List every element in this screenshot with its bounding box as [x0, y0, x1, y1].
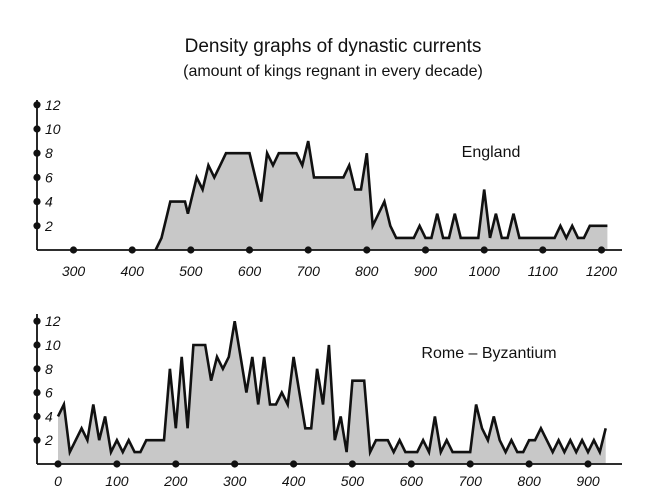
rome-y-tick-dot — [33, 412, 41, 420]
rome-x-tick-label: 100 — [105, 473, 129, 489]
rome-y-tick-dot — [33, 365, 41, 373]
england-x-tick-dot — [597, 246, 606, 254]
rome-x-tick-dot — [290, 460, 298, 468]
england-series-label: England — [462, 144, 521, 161]
england-x-tick-dot — [363, 246, 371, 254]
rome-series-line — [56, 320, 607, 457]
rome-y-tick-label: 12 — [45, 313, 61, 329]
rome-x-tick-label: 200 — [163, 473, 188, 489]
rome-x-tick-label: 500 — [341, 473, 365, 489]
england-y-tick-dot — [33, 149, 41, 157]
rome-y-tick-dot — [33, 389, 41, 397]
rome-x-tick-label: 800 — [517, 473, 541, 489]
england-x-tick-label: 1100 — [528, 263, 558, 279]
england-x-tick-label: 800 — [355, 263, 379, 279]
rome-byzantium-panel: 2 4 6 8 10 12 0 100 200 300 400 500 600 700 800 900 Rome… — [33, 313, 622, 489]
england-x-tick-label: 300 — [62, 263, 86, 279]
rome-y-tick-label: 2 — [44, 432, 53, 448]
england-y-tick-dot — [33, 101, 41, 109]
rome-series-label: Rome – Byzantium — [421, 345, 556, 362]
england-series-line — [154, 140, 608, 251]
england-y-tick-label: 8 — [45, 145, 53, 161]
rome-x-tick-dot — [348, 460, 356, 468]
england-y-tick-label: 12 — [45, 97, 61, 113]
rome-x-tick-dot — [172, 460, 180, 468]
rome-y-tick-label: 4 — [45, 408, 53, 424]
rome-y-tick-dot — [33, 436, 41, 444]
figure-subtitle: (amount of kings regnant in every decade… — [183, 63, 483, 80]
england-x-tick-dot — [69, 246, 78, 254]
figure-title: Density graphs of dynastic currents — [185, 36, 482, 57]
england-x-tick-dot — [304, 246, 312, 254]
england-y-tick-dot — [33, 173, 41, 181]
england-x-tick-label: 1200 — [586, 263, 617, 279]
england-x-tick-label: 1000 — [469, 263, 500, 279]
rome-x-tick-label: 0 — [54, 473, 62, 489]
england-y-tick-dot — [33, 198, 41, 206]
england-x-tick-dot — [480, 246, 488, 254]
england-x-tick-label: 700 — [297, 263, 321, 279]
rome-x-tick-dot — [113, 460, 121, 468]
england-panel: 2 4 6 8 10 12 300 400 500 600 700 800 900 1000 1100 120… — [33, 97, 622, 279]
rome-y-tick-label: 8 — [45, 361, 53, 377]
england-x-tick-label: 900 — [414, 263, 438, 279]
england-y-tick-label: 2 — [44, 218, 53, 234]
england-y-tick-label: 10 — [45, 121, 61, 137]
rome-x-tick-dot — [231, 460, 239, 468]
england-x-tick-label: 400 — [121, 263, 145, 279]
rome-x-tick-label: 900 — [576, 473, 600, 489]
rome-x-tick-dot — [407, 460, 415, 468]
england-x-tick-dot — [128, 246, 136, 254]
england-y-tick-label: 4 — [45, 194, 53, 210]
rome-x-tick-dot — [54, 460, 62, 468]
england-x-tick-dot — [539, 246, 547, 254]
rome-x-tick-dot — [525, 460, 533, 468]
rome-x-tick-label: 300 — [223, 473, 247, 489]
rome-y-tick-label: 6 — [45, 385, 53, 401]
rome-y-tick-label: 10 — [45, 337, 61, 353]
rome-x-tick-dot — [584, 460, 592, 468]
rome-x-tick-label: 700 — [459, 473, 483, 489]
rome-y-tick-dot — [33, 341, 41, 349]
england-y-tick-dot — [33, 222, 41, 230]
england-x-tick-dot — [245, 246, 254, 254]
england-y-tick-label: 6 — [45, 169, 53, 185]
england-x-tick-label: 600 — [238, 263, 262, 279]
rome-x-tick-label: 600 — [400, 473, 424, 489]
england-y-tick-dot — [33, 125, 41, 133]
rome-area-fill — [58, 321, 606, 464]
rome-y-tick-dot — [33, 317, 41, 325]
england-x-tick-dot — [187, 246, 195, 254]
england-x-tick-label: 500 — [179, 263, 203, 279]
england-x-tick-dot — [421, 246, 430, 254]
rome-x-tick-label: 400 — [282, 473, 306, 489]
rome-x-tick-dot — [466, 460, 474, 468]
